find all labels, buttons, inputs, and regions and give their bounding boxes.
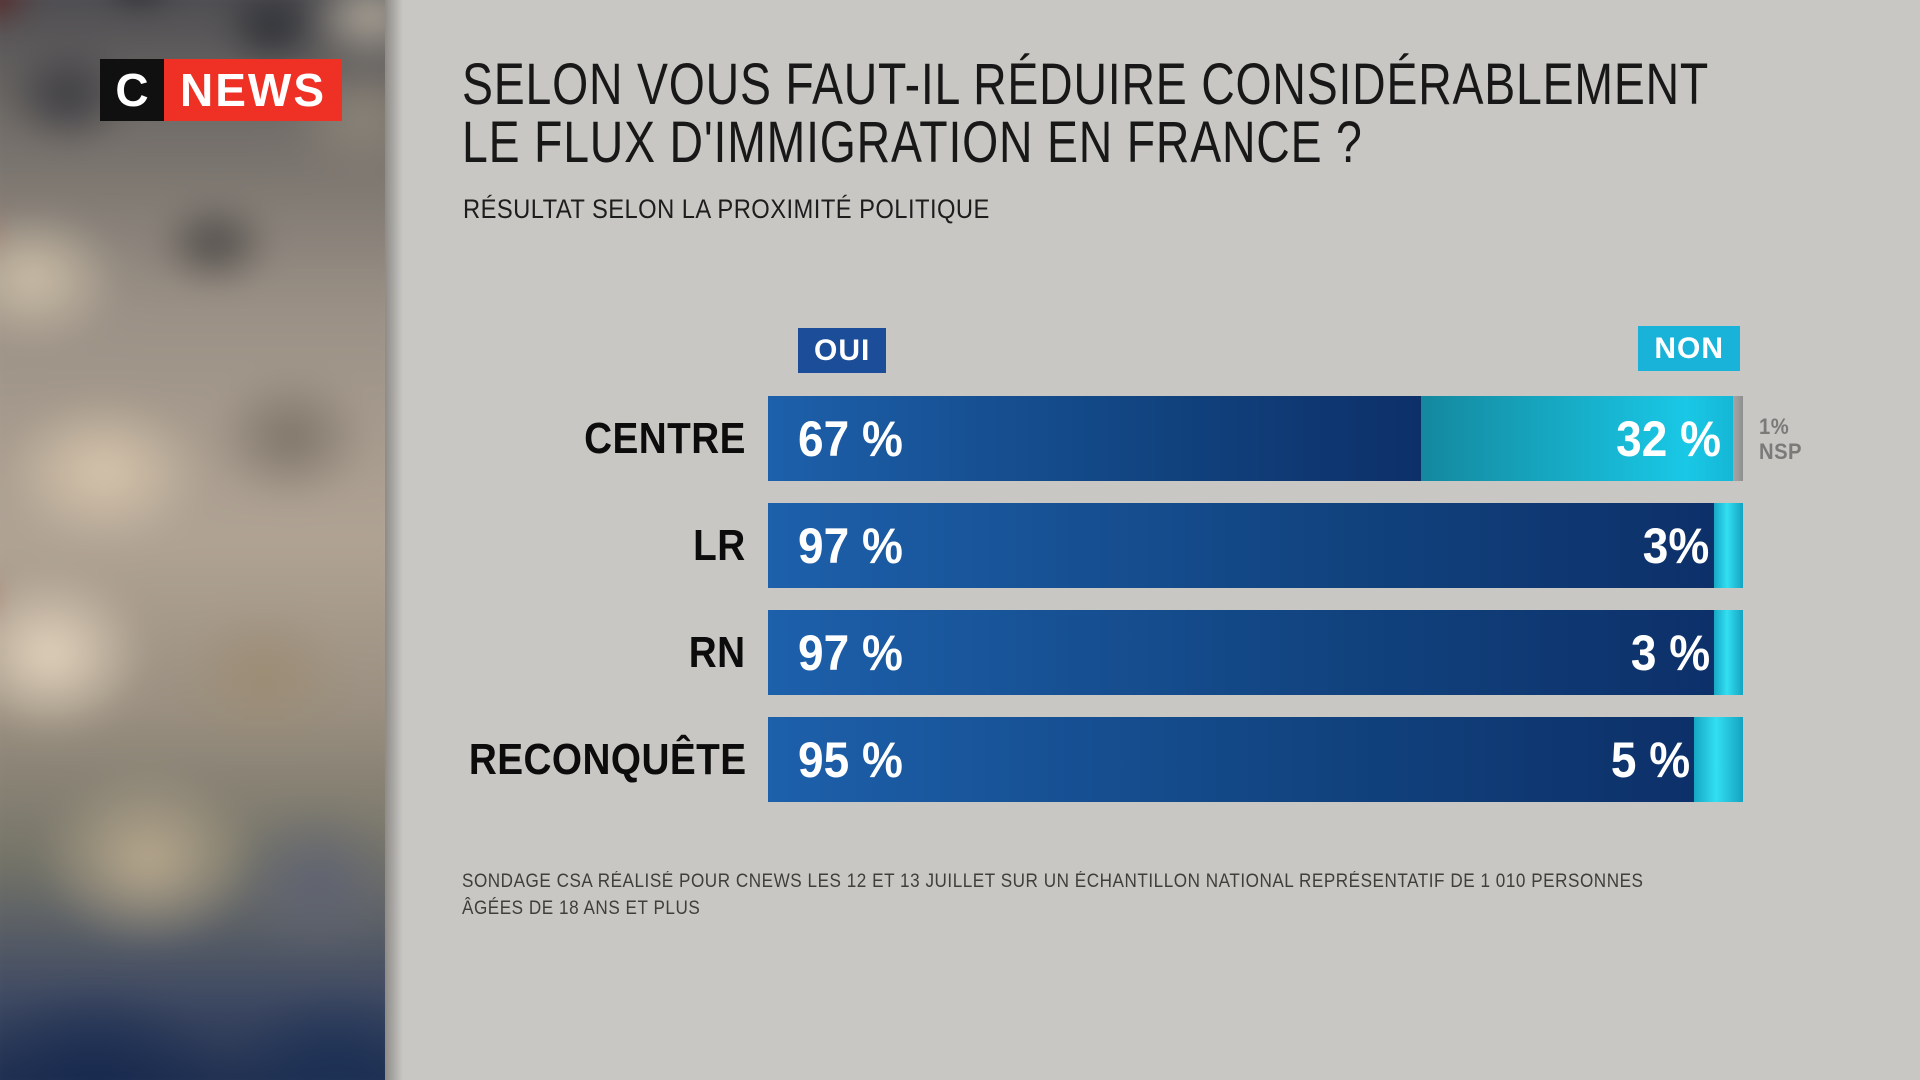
crowd-photo-blur <box>0 0 385 1080</box>
oui-value-label: 67 % <box>798 410 903 467</box>
oui-bar-segment <box>768 610 1714 695</box>
bar-row: CENTRE 67 % 32 % 1% NSP <box>584 396 1802 481</box>
non-bar-segment <box>1713 610 1743 695</box>
page-title: SELON VOUS FAUT-IL RÉDUIRE CONSIDÉRABLEM… <box>462 56 1709 172</box>
page-title-line2: LE FLUX D'IMMIGRATION EN FRANCE ? <box>462 110 1363 175</box>
cnews-logo-c: C <box>100 59 164 121</box>
oui-bar-segment <box>768 396 1422 481</box>
crowd-photo <box>0 0 385 1080</box>
bar-track: 95 % 5 % <box>768 717 1743 802</box>
oui-value-label: 97 % <box>798 624 903 681</box>
source-note-line2: ÂGÉES DE 18 ANS ET PLUS <box>462 898 701 919</box>
oui-value-label: 97 % <box>798 517 903 574</box>
non-bar-segment <box>1421 396 1734 481</box>
legend-oui-box: OUI <box>798 328 887 373</box>
bar-chart: CENTRE 67 % 32 % 1% NSP LR 97 % 3% RN 97 % 3 % RECO… <box>468 396 1802 802</box>
oui-bar-segment <box>768 717 1695 802</box>
bar-row: RECONQUÊTE 95 % 5 % <box>468 717 1743 802</box>
source-note-line1: SONDAGE CSA RÉALISÉ POUR CNEWS LES 12 ET… <box>462 871 1644 892</box>
non-value-label: 3 % <box>1630 624 1710 681</box>
source-note: SONDAGE CSA RÉALISÉ POUR CNEWS LES 12 ET… <box>462 868 1643 922</box>
photo-edge-shadow <box>385 0 403 1080</box>
non-bar-segment <box>1694 717 1743 802</box>
non-bar-segment <box>1713 503 1743 588</box>
cnews-logo: C NEWS <box>100 59 342 121</box>
legend-non-box: NON <box>1638 326 1740 371</box>
bar-row: LR 97 % 3% <box>694 503 1743 588</box>
bar-track: 97 % 3 % <box>768 610 1743 695</box>
nsp-annotation-line2: NSP <box>1759 438 1803 464</box>
nsp-bar-segment <box>1733 396 1743 481</box>
cnews-logo-news: NEWS <box>164 59 342 121</box>
bar-row: RN 97 % 3 % <box>689 610 1743 695</box>
row-category-label: LR <box>693 520 746 570</box>
non-value-label: 32 % <box>1616 410 1722 467</box>
page-subtitle: RÉSULTAT SELON LA PROXIMITÉ POLITIQUE <box>463 194 990 224</box>
oui-bar-segment <box>768 503 1714 588</box>
bar-track: 67 % 32 % <box>768 396 1743 481</box>
non-value-label: 5 % <box>1610 731 1691 788</box>
oui-value-label: 95 % <box>798 731 903 788</box>
page-title-line1: SELON VOUS FAUT-IL RÉDUIRE CONSIDÉRABLEM… <box>462 52 1710 117</box>
non-value-label: 3% <box>1643 517 1710 574</box>
bar-track: 97 % 3% <box>768 503 1743 588</box>
row-category-label: RECONQUÊTE <box>468 734 746 784</box>
nsp-annotation-line1: 1% <box>1759 413 1790 439</box>
row-category-label: CENTRE <box>584 413 746 463</box>
nsp-annotation: 1% NSP <box>1759 414 1802 464</box>
row-category-label: RN <box>689 627 746 677</box>
